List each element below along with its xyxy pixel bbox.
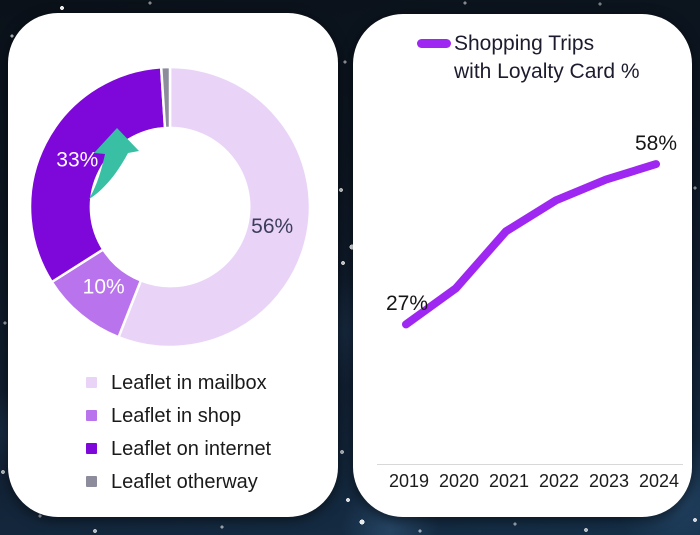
donut-chart: 56% 10% 33% [28, 65, 312, 349]
line-chart-legend: Shopping Trips with Loyalty Card % [417, 30, 640, 86]
donut-data-label: 33% [56, 148, 98, 171]
line-chart-title-line1: Shopping Trips [454, 32, 595, 55]
legend-label: Leaflet on internet [111, 437, 272, 460]
legend-item: Leaflet in mailbox [86, 366, 271, 399]
line-chart-title: Shopping Trips with Loyalty Card % [454, 30, 640, 86]
donut-data-label: 56% [251, 215, 293, 238]
x-axis-tick-label: 2022 [539, 471, 579, 491]
donut-legend: Leaflet in mailbox Leaflet in shop Leaflet… [86, 366, 271, 498]
leaflet-donut-card: 56% 10% 33% Leaflet in mailbox Leaflet in s… [8, 13, 338, 517]
donut-segment [117, 65, 312, 349]
loyalty-line-series [402, 160, 660, 329]
legend-swatch [86, 476, 97, 487]
legend-item: Leaflet in shop [86, 399, 271, 432]
x-axis-tick-label: 2023 [589, 471, 629, 491]
donut-data-label: 10% [83, 276, 125, 299]
x-axis-tick-label: 2020 [439, 471, 479, 491]
line-chart-title-line2: with Loyalty Card % [454, 60, 640, 83]
donut-segment [28, 66, 167, 284]
donut-segment [159, 65, 172, 130]
loyalty-line-card: Shopping Trips with Loyalty Card % 2019 2… [353, 14, 692, 517]
x-axis-tick-label: 2021 [489, 471, 529, 491]
legend-item: Leaflet on internet [86, 432, 271, 465]
last-point-label: 58% [635, 132, 677, 155]
legend-label: Leaflet in mailbox [111, 371, 267, 394]
growth-arrow-icon [89, 128, 139, 199]
legend-item: Leaflet otherway [86, 465, 271, 498]
line-chart: 2019 2020 2021 2022 2023 2024 27% 58% [377, 132, 683, 491]
legend-label: Leaflet in shop [111, 404, 242, 427]
legend-swatch [86, 377, 97, 388]
legend-swatch [86, 443, 97, 454]
legend-label: Leaflet otherway [111, 470, 258, 493]
line-legend-marker [417, 39, 451, 48]
x-axis-tick-label: 2019 [389, 471, 429, 491]
x-axis-tick-label: 2024 [639, 471, 679, 491]
first-point-label: 27% [386, 292, 428, 315]
legend-swatch [86, 410, 97, 421]
